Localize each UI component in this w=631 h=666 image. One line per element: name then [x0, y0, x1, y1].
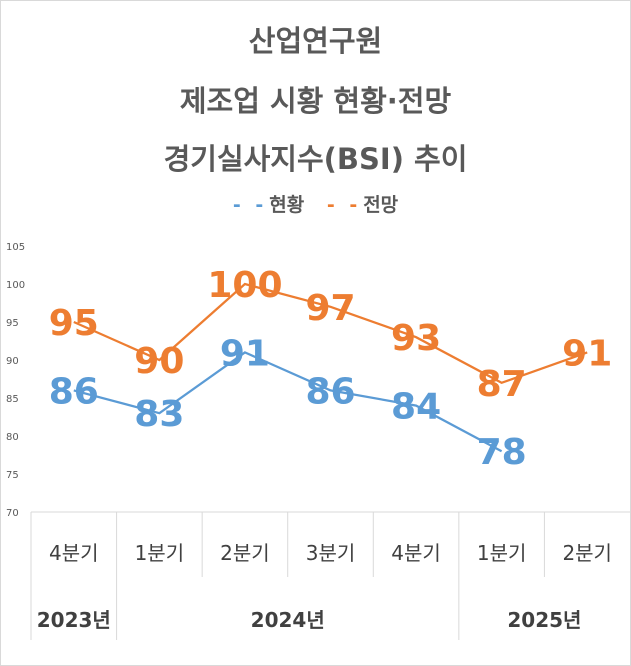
data-label: 86 — [305, 371, 355, 412]
chart-legend: - - 현황 - - 전망 — [0, 190, 631, 217]
y-tick-label: 75 — [6, 470, 19, 481]
chart-title-line-1: 산업연구원 — [248, 24, 383, 58]
category-label: 4분기 — [49, 541, 99, 565]
y-tick-label: 90 — [6, 356, 19, 367]
data-label: 86 — [49, 371, 99, 412]
legend-label-forecast: 전망 — [363, 194, 399, 216]
category-label: 2분기 — [220, 541, 270, 565]
category-label: 2분기 — [562, 541, 612, 565]
data-label: 78 — [477, 432, 527, 473]
data-label: 84 — [391, 387, 441, 428]
chart-title-line-2: 제조업 시황 현황·전망 — [179, 84, 452, 118]
legend-swatch-current: - - — [232, 194, 268, 216]
data-label: 90 — [134, 341, 184, 382]
data-label: 97 — [305, 288, 355, 329]
y-tick-label: 100 — [6, 280, 25, 291]
data-label: 83 — [134, 394, 184, 435]
y-tick-label: 95 — [6, 318, 19, 329]
y-tick-label: 85 — [6, 394, 19, 405]
legend-item-current: - - 현황 — [233, 190, 304, 217]
y-tick-label: 105 — [6, 242, 25, 253]
data-label: 91 — [562, 333, 612, 374]
data-label: 93 — [391, 318, 441, 359]
data-label: 95 — [49, 303, 99, 344]
data-label: 87 — [477, 364, 527, 405]
data-label: 91 — [220, 333, 270, 374]
data-label: 100 — [207, 265, 282, 306]
year-label: 2025년 — [507, 608, 581, 632]
y-tick-label: 80 — [6, 432, 19, 443]
category-label: 4분기 — [391, 541, 441, 565]
category-label: 1분기 — [135, 541, 185, 565]
year-label: 2023년 — [37, 608, 111, 632]
legend-swatch-forecast: - - — [326, 194, 362, 216]
category-label: 3분기 — [306, 541, 356, 565]
legend-item-forecast: - - 전망 — [327, 190, 398, 217]
y-tick-label: 70 — [6, 508, 19, 519]
legend-label-current: 현황 — [269, 194, 305, 216]
category-label: 1분기 — [477, 541, 527, 565]
year-label: 2024년 — [251, 608, 325, 632]
series-line — [73, 351, 503, 453]
chart-title-line-3: 경기실사지수(BSI) 추이 — [163, 142, 468, 176]
